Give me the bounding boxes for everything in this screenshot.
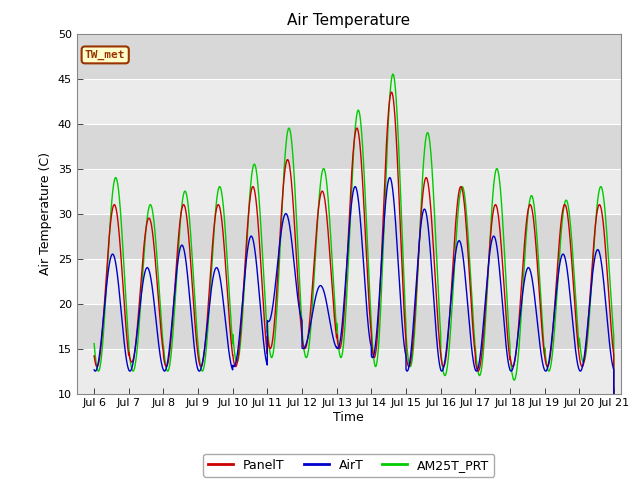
AM25T_PRT [184, 197, 191, 203]
Text: TW_met: TW_met [85, 50, 125, 60]
Bar [77, 348, 621, 394]
AM25T_PRT [335, 341, 342, 347]
Line: AirT: AirT [94, 178, 614, 480]
AM25T_PRT [442, 372, 449, 378]
AirT [335, 346, 342, 351]
AirT [184, 272, 191, 278]
AM25T_PRT [470, 333, 478, 339]
AM25T_PRT [609, 327, 617, 333]
Line: PanelT: PanelT [94, 92, 614, 480]
Legend: PanelT, AirT, AM25T_PRT: PanelT, AirT, AM25T_PRT [203, 454, 495, 477]
X-axis label: Time: Time [333, 411, 364, 424]
Bar [77, 303, 621, 348]
Line: AM25T_PRT: AM25T_PRT [94, 74, 614, 480]
Bar [77, 214, 621, 259]
Title: Air Temperature: Air Temperature [287, 13, 410, 28]
PanelT [500, 279, 508, 285]
Y-axis label: Air Temperature (C): Air Temperature (C) [39, 152, 52, 275]
PanelT [470, 342, 478, 348]
AirT [500, 317, 508, 323]
AM25T_PRT [500, 237, 508, 242]
AirT [386, 175, 394, 180]
Bar [77, 34, 621, 79]
Bar [77, 79, 621, 123]
AM25T_PRT [90, 341, 98, 347]
AirT [90, 367, 98, 373]
PanelT [90, 353, 98, 359]
Bar [77, 259, 621, 303]
PanelT [388, 89, 396, 95]
AirT [442, 354, 449, 360]
PanelT [335, 343, 342, 348]
PanelT [609, 348, 617, 354]
AirT [470, 363, 478, 369]
Bar [77, 168, 621, 214]
PanelT [184, 221, 191, 227]
AM25T_PRT [389, 71, 397, 77]
PanelT [442, 358, 449, 363]
AirT [609, 365, 617, 371]
Bar [77, 123, 621, 168]
